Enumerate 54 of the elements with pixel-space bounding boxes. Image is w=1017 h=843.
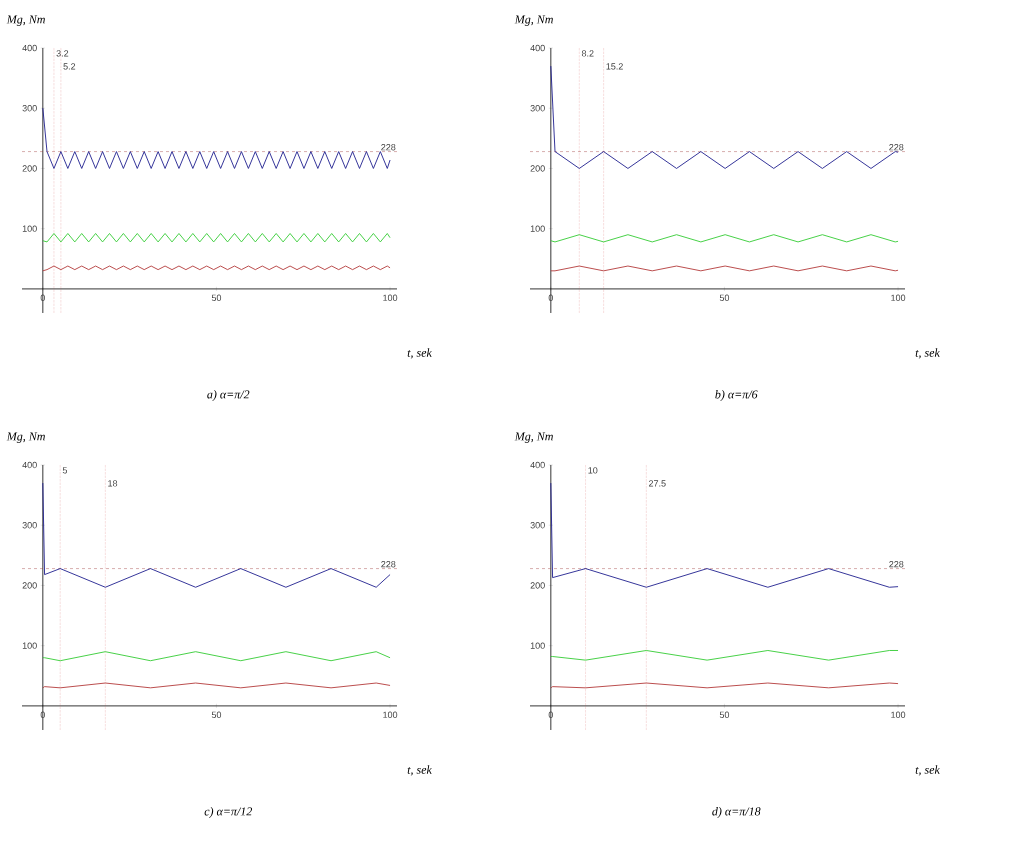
line-series [550,234,899,243]
ref-line-label: 18 [108,480,118,487]
y-axis-title: Mg, Nm [6,15,45,26]
y-tick-label: 400 [22,461,37,469]
x-axis-title: t, sek [407,765,432,776]
y-tick-label: 400 [22,44,37,52]
y-tick-label: 200 [22,582,37,589]
x-tick-label: 100 [383,711,398,718]
ref-line-label: 27.5 [648,480,666,487]
y-tick-label: 100 [530,642,545,649]
x-tick-label: 100 [891,294,906,301]
ref-line-label: 5.2 [63,63,76,70]
x-axis-title: t, sek [407,348,432,359]
y-tick-label: 200 [22,165,37,172]
y-axis-title: Mg, Nm [514,15,553,26]
ref-line-label: 3.2 [56,50,69,57]
text: a) α=π/2 [207,390,250,401]
y-tick-label: 200 [530,582,545,589]
x-axis-title: t, sek [915,348,940,359]
ref-line-label: 228 [381,561,396,568]
y-tick-label: 100 [530,225,545,232]
ref-line-label: 10 [588,467,598,474]
x-tick-label: 0 [548,711,553,718]
x-tick-label: 100 [383,294,398,301]
x-tick-label: 50 [211,294,222,301]
y-axis-title: Mg, Nm [514,432,553,443]
line-series [42,233,391,243]
ref-line-label: 228 [889,144,904,151]
x-tick-label: 50 [719,711,730,718]
y-tick-label: 100 [22,225,37,232]
y-tick-label: 400 [530,461,545,469]
text: b) α=π/6 [715,390,758,401]
y-tick-label: 100 [22,642,37,649]
x-tick-label: 0 [40,294,45,301]
ref-line-label: 5 [62,467,68,474]
y-tick-label: 200 [530,165,545,172]
x-tick-label: 50 [211,711,222,718]
x-tick-label: 50 [719,294,730,301]
ref-line-label: 8.2 [581,50,594,57]
ref-line-label: 228 [889,561,904,568]
y-tick-label: 300 [22,522,37,529]
x-axis-title: t, sek [915,765,940,776]
y-tick-label: 400 [530,44,545,52]
text: c) α=π/12 [204,807,253,818]
x-tick-label: 0 [40,711,45,718]
ref-line-label: 228 [381,144,396,151]
y-tick-label: 300 [530,522,545,529]
y-tick-label: 300 [22,105,37,112]
ref-line-label: 15.2 [606,63,623,70]
x-tick-label: 100 [891,711,906,718]
y-axis-title: Mg, Nm [6,432,45,443]
text: d) α=π/18 [712,807,761,818]
x-tick-label: 0 [548,294,553,301]
y-tick-label: 300 [530,105,545,112]
